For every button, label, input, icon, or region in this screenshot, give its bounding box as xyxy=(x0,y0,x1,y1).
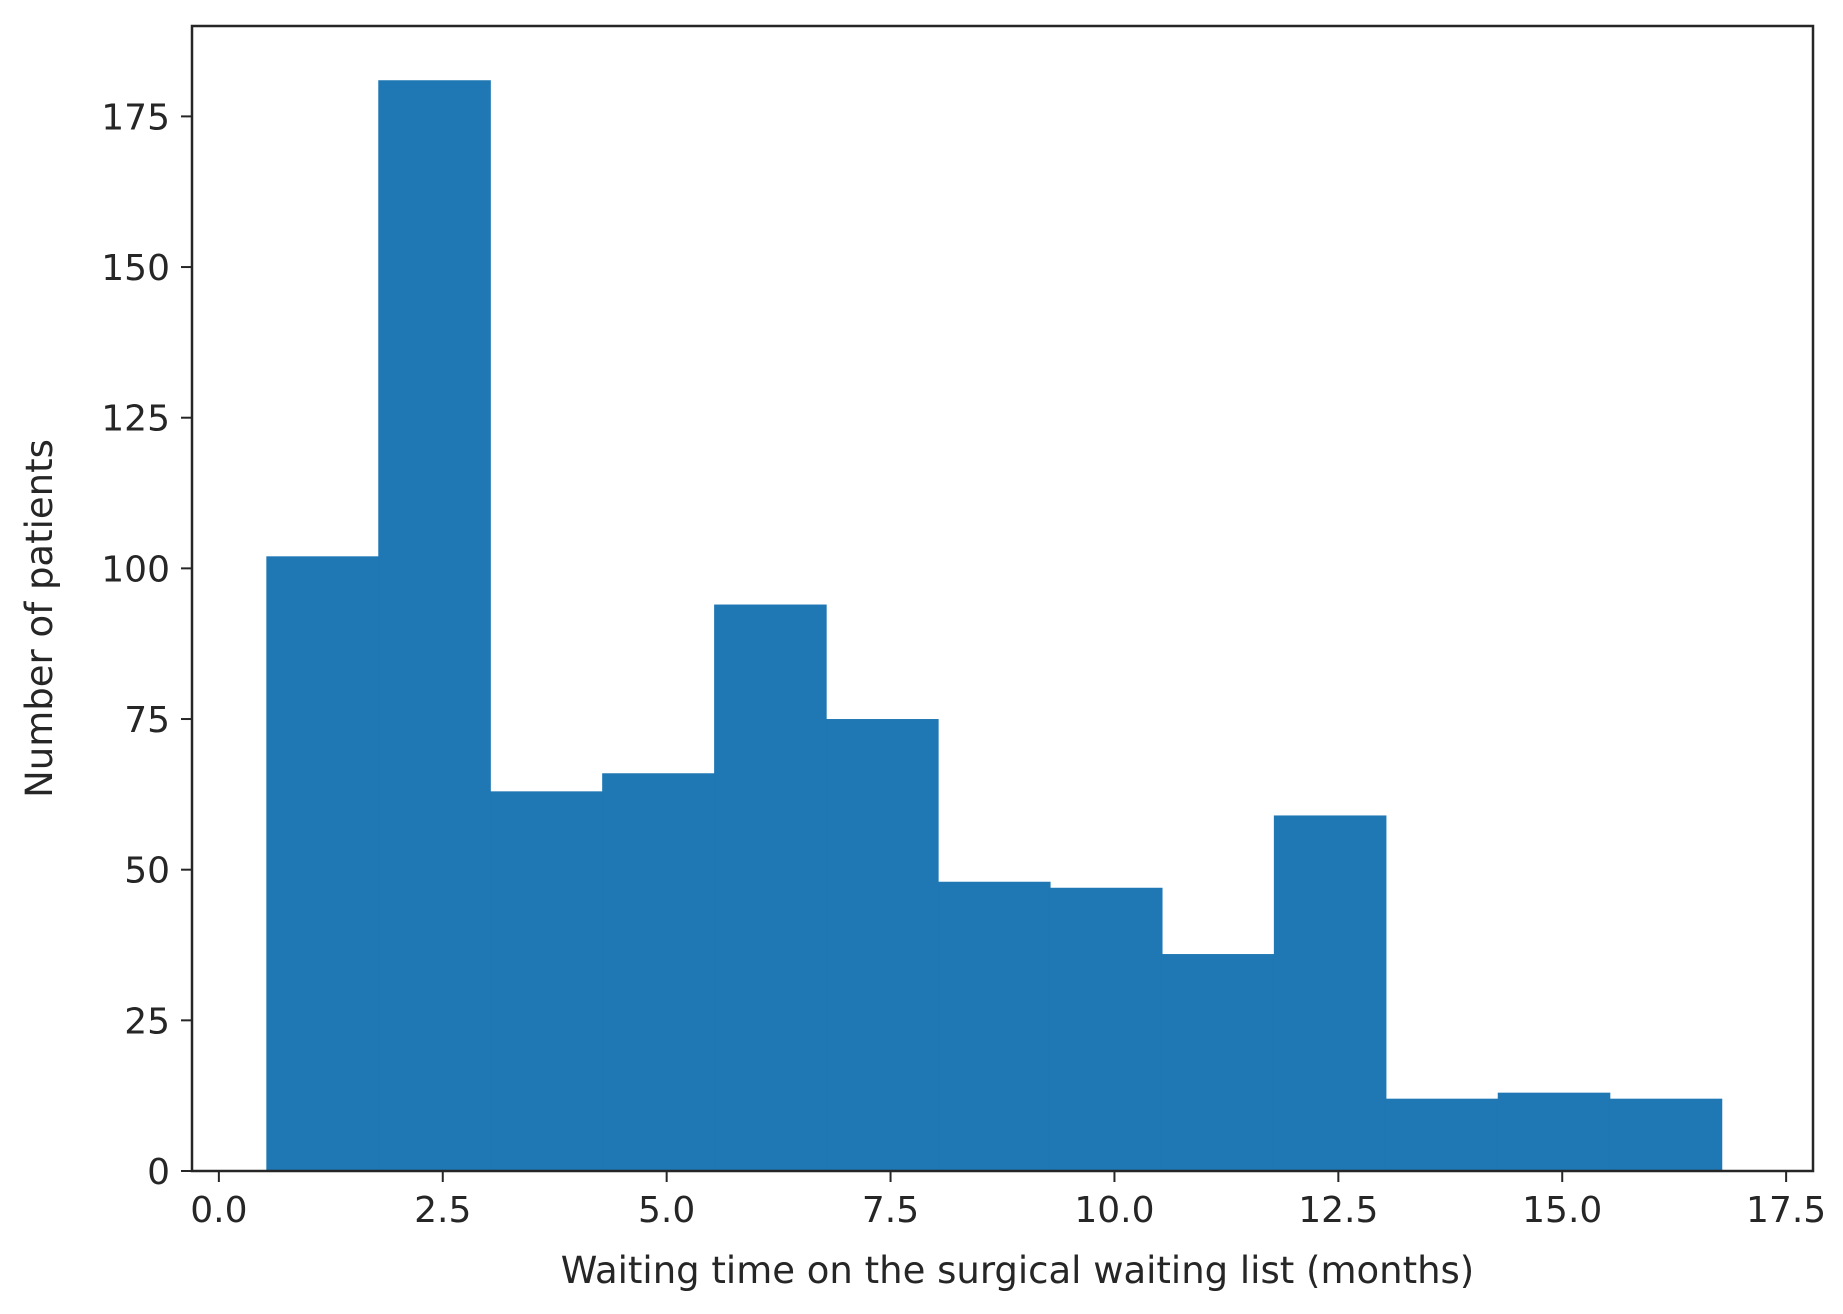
histogram-bar xyxy=(1497,1092,1611,1171)
y-tick-label: 125 xyxy=(101,399,170,440)
y-tick-label: 175 xyxy=(101,97,170,138)
histogram-bar xyxy=(378,80,491,1172)
y-tick-label: 50 xyxy=(124,851,170,892)
x-tick-label: 12.5 xyxy=(1298,1190,1378,1231)
x-tick-label: 15.0 xyxy=(1522,1190,1602,1231)
x-tick-label: 17.5 xyxy=(1746,1190,1826,1231)
histogram-bar xyxy=(1609,1098,1723,1171)
y-tick-label: 0 xyxy=(147,1152,170,1193)
histogram-bar xyxy=(1161,954,1275,1171)
x-tick-label: 10.0 xyxy=(1074,1190,1154,1231)
plot-frame xyxy=(190,24,1815,1173)
y-tick-label: 25 xyxy=(124,1001,170,1042)
x-tick-label: 0.0 xyxy=(190,1190,247,1231)
x-tick-label: 5.0 xyxy=(638,1190,695,1231)
x-tick-label: 7.5 xyxy=(862,1190,919,1231)
histogram-bar xyxy=(938,881,1051,1171)
histogram-bar xyxy=(602,773,715,1171)
y-tick-label: 150 xyxy=(101,248,170,289)
x-tick-label: 2.5 xyxy=(414,1190,471,1231)
histogram-bar xyxy=(1273,815,1387,1171)
y-axis-ticks: 0 25 50 75 100 125 150 175 xyxy=(101,97,192,1193)
histogram-bar xyxy=(1049,887,1163,1171)
y-tick-label: 100 xyxy=(101,549,170,590)
histogram-bar xyxy=(266,556,379,1171)
histogram-bar xyxy=(826,719,939,1171)
bars-group xyxy=(266,80,1723,1172)
x-axis-ticks: 0.0 2.5 5.0 7.5 10.0 12.5 15.0 17.5 xyxy=(190,1171,1826,1231)
histogram-bar xyxy=(1385,1098,1499,1171)
y-tick-label: 75 xyxy=(124,700,170,741)
histogram-bar xyxy=(490,791,603,1171)
y-axis-label: Number of patients xyxy=(18,439,61,798)
histogram-bar xyxy=(714,604,827,1171)
x-axis-label: Waiting time on the surgical waiting lis… xyxy=(561,1249,1475,1292)
